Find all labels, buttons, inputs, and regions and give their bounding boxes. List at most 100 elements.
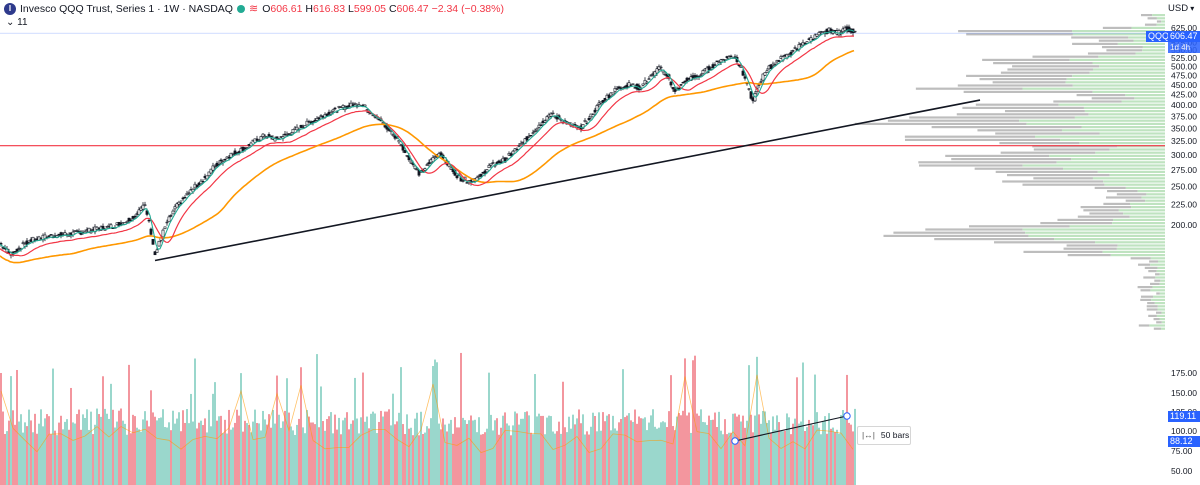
volume-bar: [660, 422, 662, 485]
volume-bar: [40, 409, 42, 485]
symbol-logo: I: [4, 2, 16, 15]
vp-row: [1033, 177, 1165, 180]
volume-trend-measure[interactable]: [731, 412, 851, 445]
volume-bar: [54, 430, 56, 485]
volume-bar: [24, 422, 26, 485]
volume-bar: [728, 432, 730, 485]
measure-start-handle[interactable]: [731, 437, 739, 445]
volume-ma-line: [0, 374, 854, 454]
volume-bar: [664, 422, 666, 485]
candle: [773, 62, 777, 66]
volume-bar: [414, 418, 416, 485]
volume-bar: [138, 429, 140, 485]
volume-bar: [116, 421, 118, 485]
candle: [151, 239, 155, 245]
candle: [431, 155, 435, 163]
volume-bar: [534, 374, 536, 485]
volume-bar: [784, 430, 786, 485]
volume-bar: [14, 424, 16, 485]
volume-bar: [124, 423, 126, 485]
symbol-title[interactable]: Invesco QQQ Trust, Series 1 · 1W · NASDA…: [20, 2, 233, 15]
trendline[interactable]: [154, 99, 981, 262]
candle: [673, 86, 677, 95]
vp-row: [1004, 110, 1165, 113]
volume-bar: [394, 424, 396, 485]
indicators-collapse-toggle[interactable]: ⌄ 11: [6, 17, 28, 28]
volume-bar: [352, 420, 354, 485]
volume-bar: [68, 429, 70, 485]
volume-bar: [550, 416, 552, 485]
volume-bar: [800, 421, 802, 485]
volume-bar: [46, 414, 48, 485]
volume-bar: [558, 421, 560, 485]
volume-bar: [148, 426, 150, 485]
candle: [157, 240, 161, 247]
volume-bar: [612, 415, 614, 485]
vp-row: [1143, 276, 1165, 279]
volume-bar: [408, 428, 410, 485]
moving-average-long: [0, 49, 855, 264]
volume-bar: [772, 416, 774, 485]
volume-bar: [364, 421, 366, 485]
volume-bar: [564, 427, 566, 485]
volume-bar: [398, 412, 400, 485]
volume-bar: [582, 414, 584, 485]
volume-bar: [790, 434, 792, 485]
volume-bar: [618, 422, 620, 485]
currency-selector[interactable]: USD: [1166, 3, 1197, 14]
vp-row: [925, 228, 1165, 231]
volume-bar: [162, 409, 164, 485]
volume-bar: [430, 418, 432, 485]
volume-bar: [822, 421, 824, 485]
candle: [299, 124, 303, 129]
last-price-tag: 606.47: [1168, 31, 1200, 42]
vp-row: [979, 78, 1165, 81]
vp-row: [1149, 260, 1165, 263]
volume-bar: [52, 368, 54, 485]
candle: [793, 45, 797, 50]
vp-row: [1102, 26, 1165, 29]
volume-bar: [192, 421, 194, 485]
volume-bar: [332, 433, 334, 485]
volume-bar: [832, 427, 834, 485]
candle: [713, 62, 717, 66]
volume-bar: [608, 414, 610, 485]
volume-bar: [820, 434, 822, 485]
volume-bar: [290, 426, 292, 485]
measure-upper-tag: 119.11: [1168, 411, 1200, 422]
candle: [805, 41, 809, 44]
vp-row: [1032, 55, 1165, 58]
volume-bar: [828, 413, 830, 485]
volume-bar: [464, 420, 466, 485]
vp-row: [1154, 279, 1165, 282]
candle: [169, 214, 173, 218]
volume-bar: [262, 410, 264, 485]
candle: [551, 110, 555, 115]
measure-end-handle[interactable]: [843, 412, 851, 420]
candle: [715, 60, 719, 63]
volume-bar: [202, 425, 204, 485]
volume-bar: [250, 432, 252, 485]
volume-bar: [126, 434, 128, 485]
ohlc-values: O606.61 H616.83 L599.05 C606.47 −2.34 (−…: [262, 3, 504, 15]
vp-row: [1155, 273, 1165, 276]
candle: [535, 127, 539, 132]
volume-bar: [696, 413, 698, 485]
volume-bar: [818, 427, 820, 485]
volume-bar: [200, 420, 202, 485]
candle: [207, 171, 211, 177]
volume-bar: [212, 393, 214, 485]
volume-bar: [252, 421, 254, 485]
candle: [403, 149, 407, 154]
volume-bar: [458, 427, 460, 485]
candle: [791, 49, 795, 53]
volume-bar: [196, 428, 198, 485]
volume-bar: [216, 420, 218, 485]
volume-bar: [72, 422, 74, 485]
candle: [455, 174, 459, 180]
volume-bar: [698, 415, 700, 485]
volume-bar: [748, 365, 750, 485]
volume-bar: [368, 428, 370, 485]
volume-bar: [496, 418, 498, 485]
